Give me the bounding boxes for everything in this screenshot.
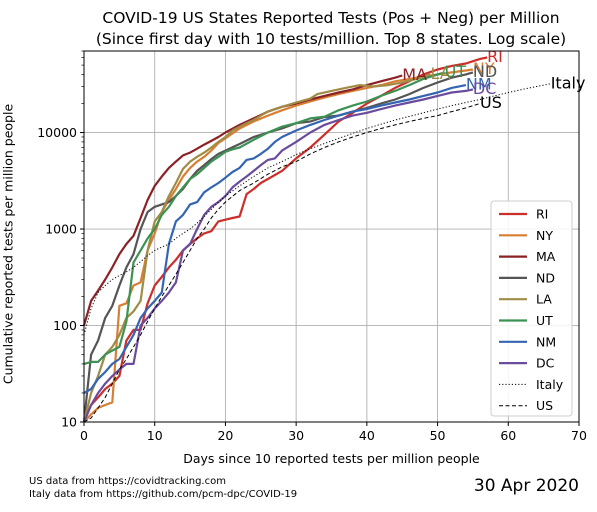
legend-label-ri: RI — [536, 207, 548, 222]
end-label-ri: RI — [487, 47, 503, 66]
legend-label-ny: NY — [536, 228, 553, 243]
legend-label-nm: NM — [536, 334, 556, 349]
series-line-ut — [83, 71, 445, 365]
us-data-credit: US data from https://covidtracking.com — [29, 476, 226, 487]
report-date: 30 Apr 2020 — [473, 476, 579, 496]
legend-label-ut: UT — [536, 313, 553, 328]
y-axis-label: Cumulative reported tests per million pe… — [0, 103, 16, 385]
end-label-dc: DC — [473, 79, 497, 98]
end-label-us: US — [480, 93, 502, 112]
series-line-italy — [83, 83, 551, 336]
end-label-la: LA — [431, 64, 451, 83]
x-tick-label: 10 — [147, 428, 163, 443]
legend-label-us: US — [536, 398, 553, 413]
end-label-nd: ND — [473, 62, 497, 81]
chart-title-line2: (Since first day with 10 tests/million. … — [95, 30, 567, 48]
x-tick-label: 30 — [288, 428, 304, 443]
series-line-nd — [82, 71, 474, 423]
legend-label-ma: MA — [536, 249, 556, 264]
series-line-la — [82, 73, 431, 423]
end-label-ma: MA — [402, 65, 427, 84]
y-tick-label: 10 — [61, 415, 77, 430]
chart-title-line1: COVID-19 US States Reported Tests (Pos +… — [102, 9, 560, 27]
series-line-ri — [82, 56, 488, 423]
x-tick-label: 40 — [359, 428, 375, 443]
y-tick-label: 100 — [53, 318, 77, 333]
italy-data-credit: Italy data from https://github.com/pcm-d… — [29, 489, 298, 500]
x-axis-label: Days since 10 reported tests per million… — [183, 451, 480, 466]
x-tick-label: 60 — [500, 428, 516, 443]
y-tick-label: 1000 — [45, 222, 77, 237]
series-line-us — [83, 103, 481, 423]
x-tick-label: 20 — [217, 428, 233, 443]
legend-label-dc: DC — [536, 356, 555, 371]
end-label-italy: Italy — [551, 73, 586, 92]
y-tick-label: 10000 — [37, 125, 77, 140]
end-label-nm: NM — [466, 75, 492, 94]
end-label-ny: NY — [473, 59, 495, 78]
x-tick-label: 50 — [430, 428, 446, 443]
series-line-ma — [82, 74, 403, 326]
x-tick-label: 0 — [80, 428, 88, 443]
end-label-ut: UT — [445, 62, 467, 81]
legend-label-la: LA — [536, 292, 552, 307]
x-tick-label: 70 — [571, 428, 587, 443]
series-line-nm — [83, 84, 467, 394]
legend-label-nd: ND — [536, 270, 555, 285]
series-line-dc — [82, 88, 474, 423]
plot-frame — [83, 50, 580, 423]
legend-label-italy: Italy — [536, 377, 564, 392]
